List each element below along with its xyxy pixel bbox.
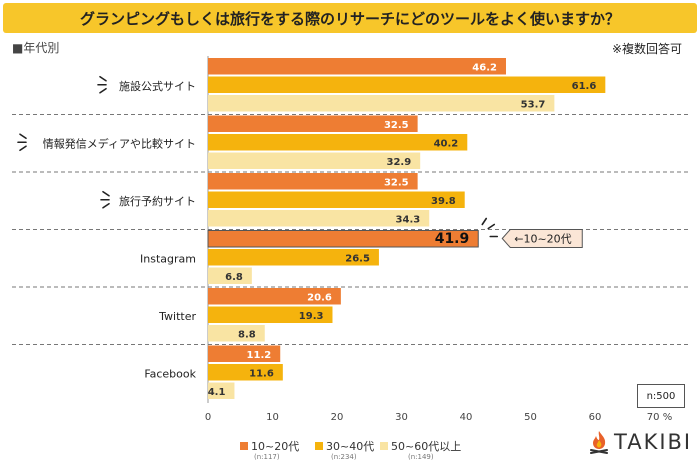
legend-label: 30~40代 [326,440,375,453]
data-label: 11.2 [247,350,272,361]
legend-n: (n:117) [254,453,280,461]
data-label: 53.7 [521,100,546,111]
accent-strokes [100,190,110,209]
bar [208,134,468,151]
category-label: 情報発信メディアや比較サイト [43,136,196,150]
legend-label: 10~20代 [251,440,300,453]
category-label: 旅行予約サイト [119,194,196,208]
legend-item-50-60: 50~60代以上 (n:149) [380,438,462,461]
data-label: 19.3 [299,311,324,322]
data-label: 39.8 [431,196,456,207]
data-label: 26.5 [345,254,370,265]
category-label: 施設公式サイト [119,79,196,93]
bar [208,58,506,75]
emphasis-strokes [481,217,499,238]
bar [208,288,341,305]
bar [208,191,465,208]
bar [208,115,418,132]
brand-logo: TAKIBI [588,430,692,454]
data-label: 46.2 [472,63,497,74]
data-label: 40.2 [434,139,459,150]
accent-strokes [17,133,27,152]
data-label: 41.9 [435,231,470,247]
x-tick-label: 20 [331,412,344,423]
legend-swatch [240,442,248,450]
data-label: 61.6 [572,81,597,92]
x-tick-label: 70 % [647,412,672,423]
callout-box [501,229,583,248]
x-tick-label: 10 [266,412,279,423]
bar [208,95,555,112]
bar [208,210,430,227]
bar [208,306,333,323]
campfire-icon [590,431,608,454]
chart-title: グランピングもしくは旅行をする際のリサーチにどのツールをよく使いますか？ [3,3,697,33]
x-tick-label: 0 [205,412,211,423]
bar [208,345,281,362]
bar [208,364,283,381]
category-label: Facebook [144,367,196,380]
bar [208,76,606,93]
brand-name: TAKIBI [614,430,693,454]
legend-n: (n:234) [331,453,357,461]
data-label: 32.5 [384,178,409,189]
accent-strokes [97,75,107,94]
x-tick-label: 40 [460,412,473,423]
multi-answer-note: ※複数回答可 [611,42,682,56]
data-label: 6.8 [225,272,243,283]
data-label: 20.6 [307,293,332,304]
bar [208,152,421,169]
sample-size-box: n:500 [637,384,685,408]
data-label: 4.1 [208,387,226,398]
legend-n: (n:149) [408,453,434,461]
data-label: 32.5 [384,120,409,131]
legend-item-30-40: 30~40代 (n:234) [315,438,375,461]
legend-label: 50~60代以上 [391,440,462,453]
x-tick-label: 30 [395,412,408,423]
group-label: ■年代別 [12,41,60,55]
bar [208,173,418,190]
data-label: 32.9 [387,157,412,168]
bar [208,249,379,266]
category-label: Twitter [158,310,196,323]
bar [208,325,265,342]
legend-swatch [380,442,388,450]
bar [207,230,479,248]
callout-label: ←10~20代 [514,233,571,246]
x-tick-label: 60 [589,412,602,423]
legend-item-10-20: 10~20代 (n:117) [240,438,300,461]
category-label: Instagram [140,252,196,265]
x-tick-label: 50 [524,412,537,423]
data-label: 11.6 [249,369,274,380]
data-label: 34.3 [396,215,421,226]
bar [208,267,252,284]
bar [208,382,235,399]
legend-swatch [315,442,323,450]
data-label: 8.8 [238,330,256,341]
